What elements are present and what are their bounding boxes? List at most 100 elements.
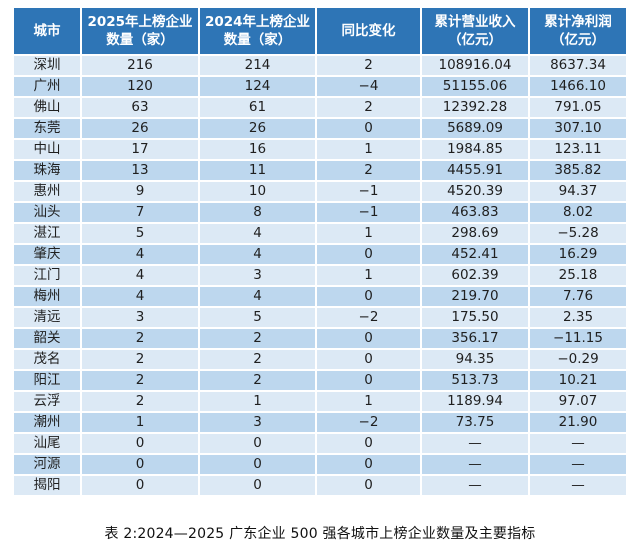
header-total-revenue: 累计营业收入（亿元） [422,8,528,54]
city-cell: 河源 [14,455,80,474]
yoy-change-cell: 0 [317,434,420,453]
revenue-cell: — [422,476,528,495]
table-row: 肇庆 4 4 0 452.41 16.29 [14,245,626,264]
yoy-change-cell: 1 [317,392,420,411]
city-cell: 深圳 [14,56,80,75]
count-2024-cell: 10 [200,182,315,201]
profit-cell: — [530,476,626,495]
profit-cell: 97.07 [530,392,626,411]
count-2025-cell: 0 [82,455,198,474]
count-2025-cell: 26 [82,119,198,138]
yoy-change-cell: 1 [317,140,420,159]
header-2025-count: 2025年上榜企业数量（家） [82,8,198,54]
profit-cell: 123.11 [530,140,626,159]
table-row: 河源 0 0 0— — [14,455,626,474]
yoy-change-cell: −2 [317,308,420,327]
profit-cell: 21.90 [530,413,626,432]
city-cell: 广州 [14,77,80,96]
yoy-change-cell: 0 [317,245,420,264]
yoy-change-cell: 1 [317,224,420,243]
count-2024-cell: 4 [200,245,315,264]
city-cell: 阳江 [14,371,80,390]
profit-cell: −11.15 [530,329,626,348]
revenue-cell: 513.73 [422,371,528,390]
count-2025-cell: 4 [82,245,198,264]
yoy-change-cell: 0 [317,371,420,390]
table-header-row: 城市 2025年上榜企业数量（家） 2024年上榜企业数量（家） 同比变化 累计… [14,8,626,54]
table-row: 梅州 4 4 0 219.70 7.76 [14,287,626,306]
revenue-cell: 4520.39 [422,182,528,201]
yoy-change-cell: 2 [317,56,420,75]
revenue-cell: 73.75 [422,413,528,432]
revenue-cell: 602.39 [422,266,528,285]
count-2025-cell: 2 [82,329,198,348]
table-row: 湛江 5 4 1 298.69 −5.28 [14,224,626,243]
revenue-cell: 108916.04 [422,56,528,75]
city-cell: 珠海 [14,161,80,180]
profit-cell: 16.29 [530,245,626,264]
revenue-cell: 94.35 [422,350,528,369]
yoy-change-cell: 0 [317,119,420,138]
count-2025-cell: 120 [82,77,198,96]
count-2024-cell: 1 [200,392,315,411]
yoy-change-cell: 2 [317,98,420,117]
table-row: 云浮 2 1 1 1189.94 97.07 [14,392,626,411]
count-2025-cell: 3 [82,308,198,327]
table-row: 揭阳 0 0 0— — [14,476,626,495]
city-cell: 汕头 [14,203,80,222]
table-body: 深圳 216 214 2 108916.04 8637.34 广州 120 124 −4 51155… [14,56,626,495]
count-2024-cell: 8 [200,203,315,222]
header-total-profit: 累计净利润（亿元） [530,8,626,54]
revenue-cell: 356.17 [422,329,528,348]
count-2025-cell: 63 [82,98,198,117]
count-2024-cell: 124 [200,77,315,96]
count-2024-cell: 0 [200,455,315,474]
count-2024-cell: 3 [200,266,315,285]
table-row: 江门 4 3 1 602.39 25.18 [14,266,626,285]
yoy-change-cell: 0 [317,287,420,306]
count-2025-cell: 9 [82,182,198,201]
count-2025-cell: 13 [82,161,198,180]
table-row: 汕尾 0 0 0— — [14,434,626,453]
profit-cell: 10.21 [530,371,626,390]
table-row: 珠海 13 11 2 4455.91 385.82 [14,161,626,180]
city-ranking-table: 城市 2025年上榜企业数量（家） 2024年上榜企业数量（家） 同比变化 累计… [12,6,628,497]
city-cell: 清远 [14,308,80,327]
profit-cell: 94.37 [530,182,626,201]
yoy-change-cell: 0 [317,350,420,369]
count-2025-cell: 4 [82,266,198,285]
count-2025-cell: 5 [82,224,198,243]
yoy-change-cell: 1 [317,266,420,285]
count-2024-cell: 4 [200,224,315,243]
count-2024-cell: 214 [200,56,315,75]
count-2025-cell: 17 [82,140,198,159]
count-2025-cell: 4 [82,287,198,306]
city-cell: 潮州 [14,413,80,432]
count-2024-cell: 3 [200,413,315,432]
count-2024-cell: 0 [200,434,315,453]
profit-cell: 385.82 [530,161,626,180]
header-2024-count: 2024年上榜企业数量（家） [200,8,315,54]
count-2025-cell: 2 [82,392,198,411]
revenue-cell: 1984.85 [422,140,528,159]
revenue-cell: 219.70 [422,287,528,306]
table-row: 中山 17 16 1 1984.85 123.11 [14,140,626,159]
table-row: 清远 3 5 −2 175.50 2.35 [14,308,626,327]
table-row: 广州 120 124 −4 51155.06 1466.10 [14,77,626,96]
count-2025-cell: 7 [82,203,198,222]
yoy-change-cell: 0 [317,455,420,474]
profit-cell: 791.05 [530,98,626,117]
header-city: 城市 [14,8,80,54]
revenue-cell: 298.69 [422,224,528,243]
count-2024-cell: 5 [200,308,315,327]
count-2025-cell: 2 [82,371,198,390]
table-row: 阳江 2 2 0 513.73 10.21 [14,371,626,390]
city-cell: 湛江 [14,224,80,243]
revenue-cell: 463.83 [422,203,528,222]
count-2024-cell: 61 [200,98,315,117]
profit-cell: 1466.10 [530,77,626,96]
revenue-cell: 175.50 [422,308,528,327]
city-cell: 汕尾 [14,434,80,453]
revenue-cell: — [422,434,528,453]
